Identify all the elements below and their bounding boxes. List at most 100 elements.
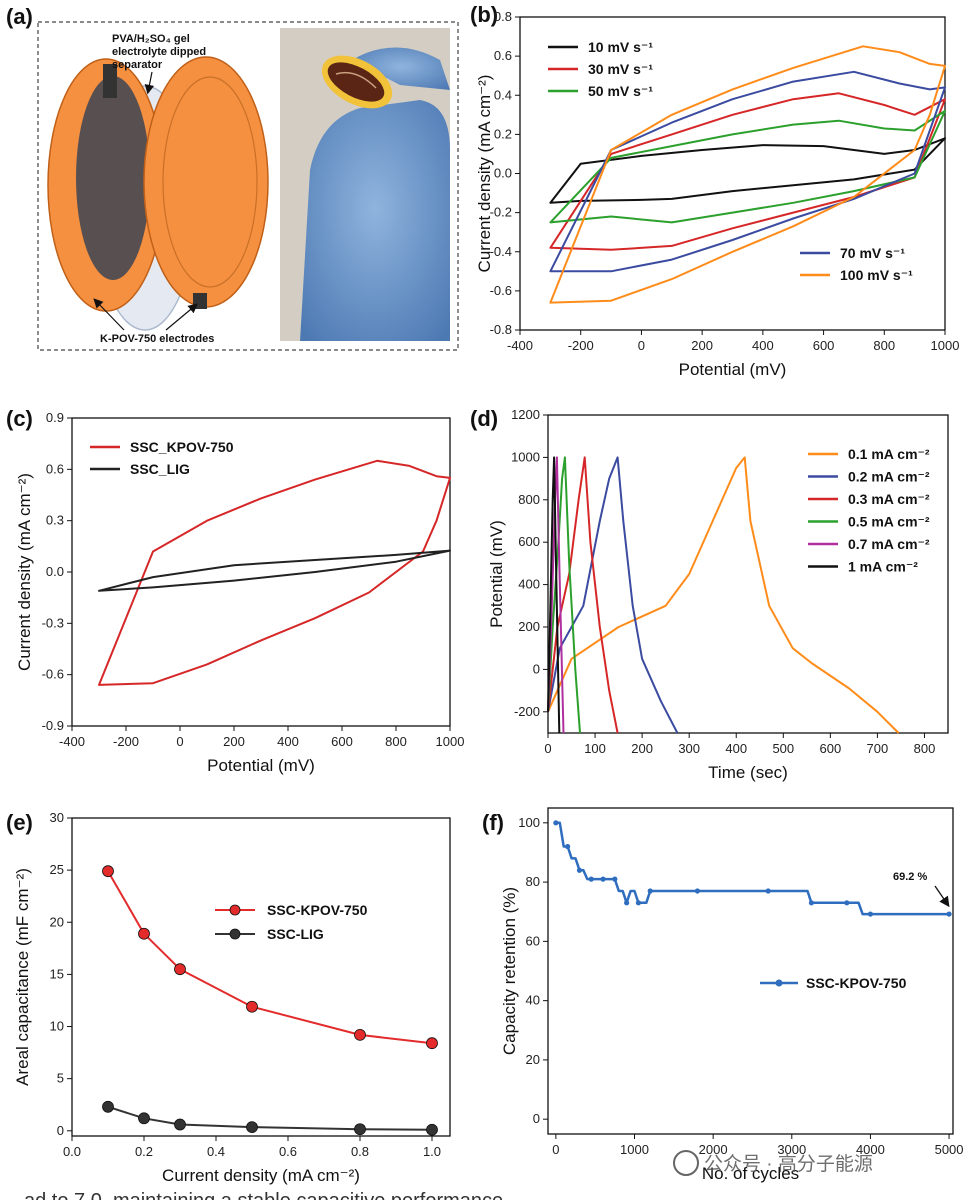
electrode-arrow-right [165, 303, 198, 331]
x-tick-label: 0.8 [351, 1144, 369, 1159]
legend-label: 0.5 mA cm⁻² [848, 514, 930, 530]
y-tick-label: 5 [57, 1071, 64, 1086]
y-tick-label: 0.3 [46, 513, 64, 528]
wechat-icon [673, 1150, 699, 1176]
y-tick-label: 15 [50, 966, 64, 981]
legend-label: SSC-KPOV-750 [806, 975, 907, 991]
x-axis-label: Potential (mV) [679, 360, 787, 379]
data-point [946, 911, 952, 917]
series-ssc-kpov-750 [555, 821, 950, 916]
x-tick-label: 400 [725, 741, 747, 756]
panel-a: (a) PVA/H₂SO₄ gel electrolyte dipped sep… [6, 4, 459, 351]
supercapacitor-schematic: PVA/H₂SO₄ gel electrolyte dipped separat… [47, 33, 269, 345]
footer-text-fragment: ad to 7,0, maintaining a stable capaciti… [24, 1190, 503, 1200]
data-point [765, 888, 771, 894]
x-axis-label: No. of cycles [702, 1164, 799, 1183]
data-point [246, 1121, 258, 1134]
x-tick-label: 1000 [620, 1142, 649, 1157]
data-point [138, 1112, 150, 1125]
x-tick-label: 0.6 [279, 1144, 297, 1159]
y-tick-label: 0.0 [46, 564, 64, 579]
legend-label: 0.3 mA cm⁻² [848, 491, 930, 507]
panel-b-label: (b) [470, 2, 498, 27]
x-tick-label: 800 [385, 734, 407, 749]
x-tick-label: 0 [552, 1142, 559, 1157]
y-tick-label: -0.2 [490, 205, 512, 220]
gel-label-line3: separator [112, 59, 163, 71]
right-electrode-tab [193, 293, 207, 309]
y-tick-label: -0.6 [490, 283, 512, 298]
annotation-arrow [934, 885, 950, 908]
data-point [808, 900, 815, 906]
panel-a-frame [37, 21, 459, 351]
x-tick-label: 0 [544, 741, 551, 756]
data-point [867, 911, 874, 917]
x-tick-label: 400 [752, 338, 774, 353]
x-tick-label: 700 [867, 741, 889, 756]
y-tick-label: 0 [533, 1111, 540, 1126]
y-tick-label: 10 [50, 1019, 64, 1034]
plot-frame [547, 807, 954, 1135]
y-tick-label: -0.9 [42, 718, 64, 733]
y-tick-label: 0.0 [494, 166, 512, 181]
data-point [694, 888, 701, 894]
y-tick-label: 20 [50, 914, 64, 929]
y-tick-label: 100 [518, 815, 540, 830]
x-tick-label: 600 [813, 338, 835, 353]
y-tick-label: -200 [514, 704, 540, 719]
data-point [635, 900, 642, 906]
y-tick-label: 0.4 [494, 87, 512, 102]
panel-e: (e) 0.0 0.2 0.4 0.6 0.8 1.0 0 5 10 15 20 25 30 Current… [6, 810, 451, 1185]
x-axis-label: Potential (mV) [207, 756, 315, 775]
glove-thumb [352, 47, 450, 90]
series-0-2-ma-cm- [547, 456, 679, 734]
x-tick-label: 1000 [931, 338, 960, 353]
y-tick-label: -0.4 [490, 244, 512, 259]
series-ssc-kpov-750 [107, 870, 433, 1045]
legend-marker [775, 979, 783, 987]
legend-label: 30 mV s⁻¹ [588, 61, 653, 77]
x-tick-label: 400 [277, 734, 299, 749]
panel-f-label: (f) [482, 810, 504, 835]
y-tick-label: 0.2 [494, 126, 512, 141]
data-point [588, 876, 594, 882]
data-point [624, 900, 630, 906]
data-point [174, 963, 186, 976]
legend-label: 10 mV s⁻¹ [588, 39, 653, 55]
data-point [102, 865, 114, 878]
panel-a-label: (a) [6, 4, 33, 29]
right-electrode-coating [162, 76, 258, 288]
y-tick-label: 0.8 [494, 9, 512, 24]
y-axis-label: Current density (mA cm⁻²) [475, 75, 494, 273]
x-tick-label: 1000 [436, 734, 465, 749]
y-axis-label: Areal capacitance (mF cm⁻²) [13, 868, 32, 1086]
plot-frame [71, 817, 451, 1137]
y-tick-label: 25 [50, 862, 64, 877]
legend-label: SSC_LIG [130, 461, 190, 477]
x-axis-label: Current density (mA cm⁻²) [162, 1166, 360, 1185]
glove-hand [300, 100, 450, 341]
series-1-ma-cm- [547, 456, 561, 734]
x-tick-label: 600 [331, 734, 353, 749]
series-ssc-lig [98, 549, 451, 592]
data-point [576, 867, 583, 873]
data-point [246, 1000, 258, 1013]
legend-marker [229, 928, 241, 940]
y-tick-label: 60 [526, 933, 540, 948]
electrode-arrow-left [93, 298, 125, 331]
data-point [102, 1100, 114, 1113]
x-tick-label: 300 [678, 741, 700, 756]
series-10-mv-s- [549, 137, 946, 204]
panel-d: (d) 0 100 200 300 400 500 600 700 800 -200 0 200 400 6… [470, 406, 949, 782]
watermark-text: 公众号 · 高分子能源 [704, 1153, 873, 1175]
data-point [844, 900, 850, 906]
x-tick-label: 1.0 [423, 1144, 441, 1159]
data-point [426, 1123, 438, 1136]
x-tick-label: 0 [638, 338, 645, 353]
y-tick-label: 200 [518, 619, 540, 634]
series-100-mv-s- [549, 45, 946, 304]
x-tick-label: 4000 [856, 1142, 885, 1157]
left-electrode-tab [103, 64, 117, 98]
data-point [354, 1028, 366, 1041]
